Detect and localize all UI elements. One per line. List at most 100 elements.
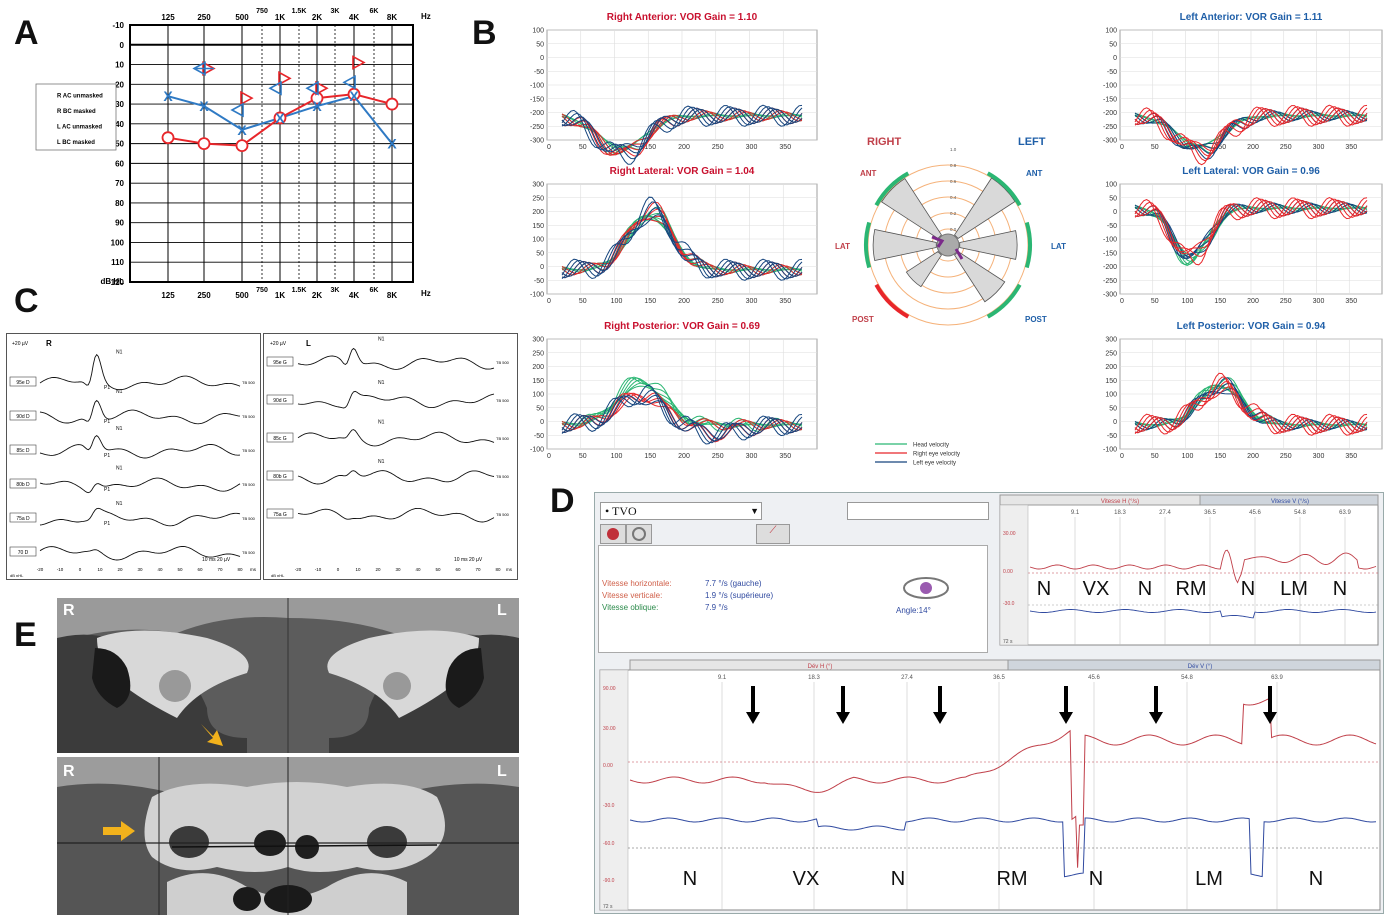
ecochg-level-left: 90d G [273, 398, 287, 404]
chart-toggle-button[interactable]: ⟋ [756, 524, 790, 544]
audiogram-db-tick: 0 [120, 41, 125, 50]
polar-eye-marker [954, 248, 964, 260]
l-bc-point [305, 80, 319, 96]
vor-ytick: 50 [1109, 195, 1117, 202]
ecochg-n1-right: N1 [116, 501, 123, 507]
tvo-event-arrowhead [933, 712, 947, 724]
tvo-top-time-tick: 27.4 [1159, 510, 1171, 516]
vor-xtick: 150 [1214, 453, 1226, 460]
record-button[interactable] [600, 524, 626, 544]
tvo-top-time-tick: 45.6 [1249, 510, 1261, 516]
eye-velocity-line-2 [1134, 104, 1368, 166]
audiogram-freq-bottom: 8K [387, 291, 397, 300]
polar-sector [872, 228, 937, 262]
vor-xtick: 0 [1120, 144, 1124, 151]
audiogram-freq-top: 1.5K [292, 8, 307, 15]
ecochg-level-right: 95e D [16, 380, 30, 386]
ecochg-trace-right [39, 477, 241, 494]
ecochg-scale-right: +20 µV [12, 341, 29, 347]
ecochg-scalebar-left: 10 ms 20 µV [454, 557, 483, 563]
audiogram-freq-bottom: 3K [331, 287, 340, 294]
vor-ytick: 50 [536, 41, 544, 48]
tvo-bottom-time-tick: 63.9 [1271, 675, 1283, 681]
tvo-vv-header: Vitesse V (°/s) [1271, 499, 1309, 505]
vor-xtick: 0 [1120, 298, 1124, 305]
audiogram-db-hl: dB HL [100, 277, 124, 286]
vor-legend-label: Right eye velocity [913, 452, 960, 458]
polar-ring [867, 164, 1029, 326]
audiogram-freq-top: 750 [256, 8, 268, 15]
polar-eye-marker [931, 235, 945, 248]
vor-ytick: -100 [1103, 83, 1117, 90]
vor-ytick: -50 [534, 433, 544, 440]
polar-left-label: LEFT [1018, 136, 1046, 148]
ecochg-level-right: 80b D [16, 482, 30, 488]
settings-button[interactable] [626, 524, 652, 544]
tvo-bottom-v-trace [629, 817, 1377, 878]
label-oblique: Vitesse oblique: [602, 603, 659, 612]
polar-sector [881, 178, 942, 239]
audiogram-db-tick: -10 [112, 21, 124, 30]
vor-ytick: 100 [1105, 182, 1117, 189]
tvo-dh-header: Dév H (°) [808, 664, 833, 670]
polar-post-left: POST [1025, 315, 1047, 324]
ecochg-right-label: R [46, 339, 52, 348]
tvo-top-time-tick: 18.3 [1114, 510, 1126, 516]
audiogram-freq-top: 500 [235, 13, 249, 22]
ecochg-n1-left: N1 [378, 336, 385, 342]
audiogram-freq-bottom: 750 [256, 287, 268, 294]
tvo-top-time-tick: 54.8 [1294, 510, 1306, 516]
ecochg-xtick-left: 20 [375, 567, 381, 572]
ecochg-xtick-left: 0 [337, 567, 340, 572]
ecochg-xtick-left: 30 [395, 567, 401, 572]
ecochg-p1-right: P1 [104, 521, 110, 527]
polar-ring-label: 0.0 [950, 227, 957, 232]
vor-xtick: 100 [1182, 453, 1194, 460]
l-bc-point [342, 74, 356, 90]
eye-velocity-line-2 [561, 384, 803, 445]
tvo-select[interactable]: • TVO ▼ [600, 502, 762, 520]
vor-xtick: 350 [1345, 144, 1357, 151]
tvo-top-time-tick: 63.9 [1339, 510, 1351, 516]
ecochg-level-left: 80b G [273, 474, 287, 480]
l-bc-point [230, 102, 244, 118]
vor-ytick: 50 [536, 405, 544, 412]
ecochg-xtick-right: 0 [79, 567, 82, 572]
ecochg-trace-right [39, 545, 241, 561]
ecochg-level-right: 70 D [18, 550, 29, 556]
vor-plot-title: Left Anterior: VOR Gain = 1.11 [1180, 12, 1323, 23]
ecochg-xtick-right: 40 [157, 567, 163, 572]
chevron-down-icon[interactable]: ▼ [750, 506, 759, 516]
tvo-charts: Vitesse H (°/s) Vitesse V (°/s) 9.1 18.3 27.… [599, 494, 1381, 911]
ecochg-xunit-db-right: dB nHL [10, 573, 24, 578]
vor-xtick: 350 [779, 453, 791, 460]
vor-xtick: 300 [746, 453, 758, 460]
vor-ytick: 0 [540, 419, 544, 426]
eye-velocity-line-2 [1134, 198, 1368, 257]
vor-ytick: 50 [1109, 405, 1117, 412]
vor-ytick: -250 [1103, 278, 1117, 285]
polar-ant-left: ANT [1026, 169, 1043, 178]
ct-axial-image-top: R L [57, 598, 519, 753]
audiogram-freq-bottom: 2K [312, 291, 322, 300]
vor-xtick: 0 [1120, 453, 1124, 460]
eye-velocity-line-2 [561, 394, 803, 442]
ecochg-right-panel [6, 333, 261, 580]
ecochg-level-right: 85c D [16, 448, 29, 454]
tvo-text-field[interactable] [847, 502, 989, 520]
vor-ytick: -50 [1107, 223, 1117, 230]
vor-xtick: 50 [579, 298, 587, 305]
polar-arc [986, 171, 1022, 207]
l-ac-point: X [237, 122, 247, 138]
tvo-top-time-label: 72 s [1003, 639, 1013, 645]
polar-right-label: RIGHT [867, 136, 902, 148]
ecochg-xtick-left: 10 [355, 567, 361, 572]
vor-ytick: -300 [530, 138, 544, 145]
eye-velocity-line-2 [1134, 197, 1368, 266]
ecochg-level-box [9, 478, 37, 489]
ecochg-scale-left: +20 µV [270, 341, 287, 347]
polar-arc [864, 221, 872, 269]
panel-label-a: A [14, 14, 39, 52]
polar-arc [874, 283, 910, 319]
vor-ytick: 100 [1105, 392, 1117, 399]
